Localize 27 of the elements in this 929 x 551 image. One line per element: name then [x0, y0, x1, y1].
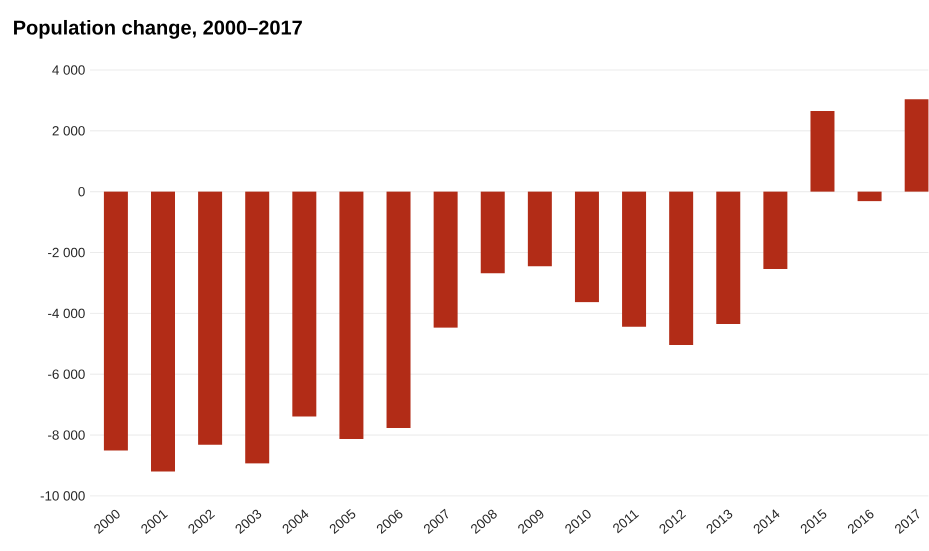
bar	[574, 192, 599, 302]
bar	[622, 192, 646, 327]
y-tick-label: -6 000	[48, 370, 85, 379]
bar	[198, 192, 222, 445]
bar	[104, 192, 128, 451]
y-tick-label: -4 000	[48, 308, 85, 318]
bar	[858, 192, 882, 202]
bar	[763, 192, 788, 270]
bar	[528, 192, 552, 266]
y-tick-label: 0	[78, 187, 85, 196]
y-tick-label: -8 000	[48, 430, 85, 440]
bar	[716, 192, 740, 324]
y-tick-label: 4 000	[52, 65, 85, 75]
y-tick-label: 2 000	[52, 126, 85, 136]
bar	[669, 192, 694, 346]
bar	[434, 192, 458, 328]
bar	[292, 192, 316, 417]
bar	[480, 192, 505, 274]
bar	[151, 192, 175, 472]
bar	[904, 99, 928, 192]
bar	[339, 192, 364, 440]
bar	[245, 192, 270, 464]
bar	[386, 192, 411, 428]
chart-title: Population change, 2000–2017	[14, 20, 302, 39]
y-tick-label: -2 000	[48, 248, 85, 258]
y-tick-label: -10 000	[40, 491, 85, 501]
bar	[810, 111, 834, 192]
